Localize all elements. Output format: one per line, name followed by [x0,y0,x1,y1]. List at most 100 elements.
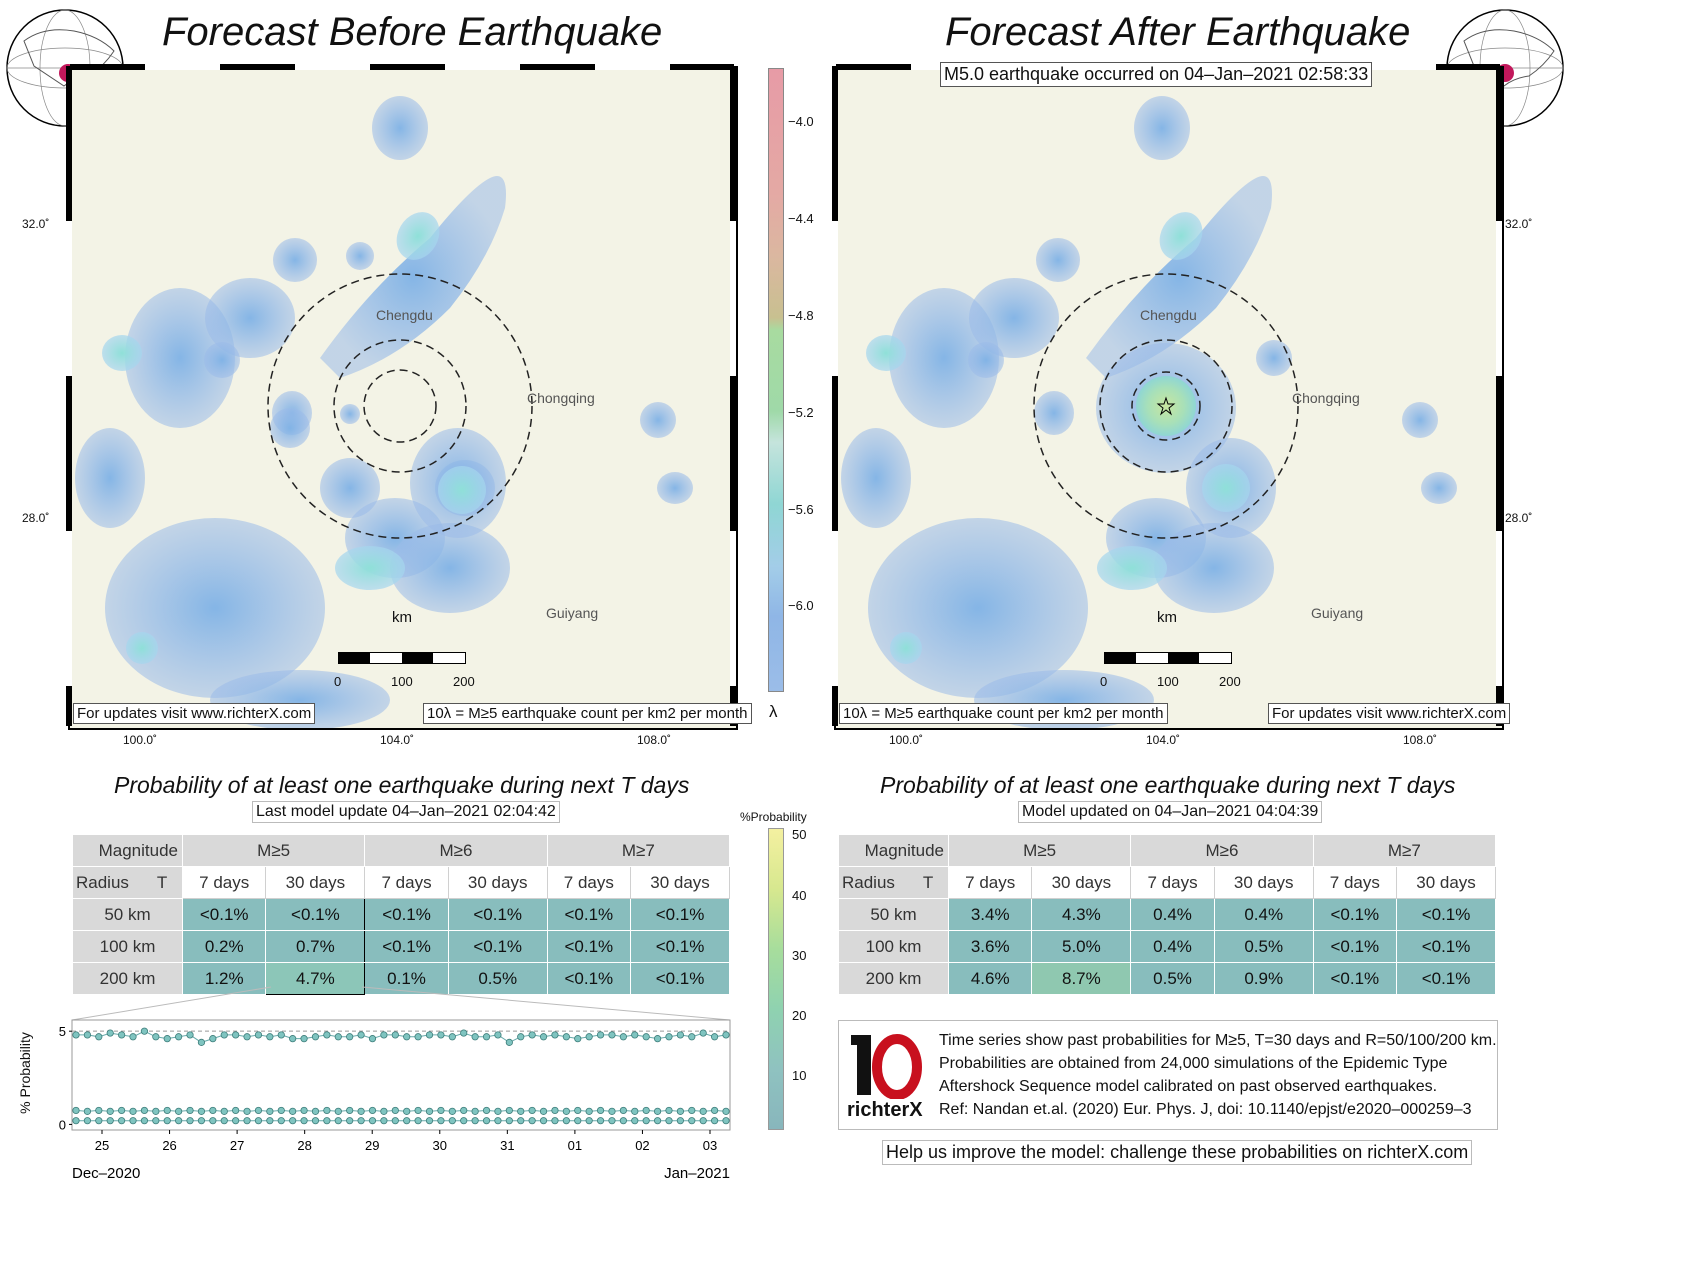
series-point [471,1117,479,1125]
timeseries-ylabel: % Probability [17,1032,33,1114]
left-lon-tick-108: 108.0˚ [637,733,672,747]
series-point [688,1117,696,1125]
series-point [608,1107,616,1115]
info-line-4: Ref: Nandan et.al. (2020) Eur. Phys. J, … [939,1101,1472,1118]
series-point [551,1031,559,1039]
left-lon-tick-100: 100.0˚ [123,733,158,747]
x-tick-label: 03 [703,1138,717,1153]
table-cell: 0.1% [364,962,449,995]
x-tick-label: 02 [635,1138,649,1153]
series-point [106,1117,114,1125]
right-lat-tick-32: 32.0˚ [1505,217,1533,231]
left-city-chongqing: Chongqing [527,390,595,406]
series-point [323,1106,331,1115]
series-point [346,1117,354,1125]
lambda-colorbar [768,68,784,692]
right-city-chengdu: Chengdu [1140,307,1197,323]
series-point [699,1107,707,1115]
series-point [311,1033,320,1041]
lambda-colorbar-label: λ [769,702,778,721]
series-point [118,1106,126,1115]
series-point [482,1106,491,1115]
left-scale-tick-100: 100 [391,674,413,689]
table-cell: <0.1% [1396,930,1496,963]
series-point [323,1031,331,1039]
bottom-challenge-note[interactable]: Help us improve the model: challenge the… [882,1140,1473,1165]
left-period-5: 30 days [630,866,730,899]
series-point [289,1035,297,1043]
series-point [482,1117,491,1125]
series-point [665,1033,673,1041]
series-point [197,1117,206,1125]
series-point [232,1031,240,1039]
lambda-tick-2: −4.8 [788,308,814,323]
series-point [277,1031,285,1039]
prob-colorbar-label: %Probability [740,810,807,824]
right-period-3: 30 days [1213,866,1314,899]
right-scale-bar [1104,652,1232,664]
table-row: 50 km 3.4% 4.3% 0.4% 0.4% <0.1% <0.1% [838,898,1496,931]
table-cell: 4.3% [1031,898,1132,931]
series-point [209,1117,217,1125]
series-point [357,1117,365,1125]
series-line [75,1109,727,1112]
right-lon-tick-108: 108.0˚ [1403,733,1438,747]
table-cell: 0.5% [1213,930,1314,963]
richterx-logo-text: richterX [847,1099,923,1121]
series-point [129,1033,137,1041]
series-point [175,1033,183,1041]
left-scale-bar [338,652,466,664]
table-cell: <0.1% [630,898,730,931]
right-radius-200: 200 km [838,962,949,995]
x-tick-label: 26 [162,1138,176,1153]
left-scale-tick-200: 200 [453,674,475,689]
series-point [505,1106,513,1115]
right-panel-title: Forecast After Earthquake [945,10,1411,54]
series-point [266,1117,274,1125]
right-footer-lambda: 10λ = M≥5 earthquake count per km2 per m… [839,703,1168,724]
series-point [266,1033,274,1041]
series-point [243,1117,251,1125]
series-point [186,1031,194,1039]
series-point [152,1107,160,1115]
right-scale-tick-100: 100 [1157,674,1179,689]
right-corner-t-label: T [922,872,934,892]
series-point [197,1107,206,1115]
series-point [653,1117,662,1125]
series-point [152,1117,160,1125]
left-map-top-frame [70,64,734,70]
richterx-logo-icon [851,1034,922,1099]
table-cell: <0.1% [630,930,730,963]
series-point [574,1106,582,1115]
right-forecast-map [834,66,1504,730]
x-tick-label: 25 [95,1138,109,1153]
series-point [562,1033,570,1041]
series-point [699,1029,707,1037]
series-point [528,1031,536,1039]
table-cell: <0.1% [1396,962,1496,995]
table-cell: 0.5% [447,962,548,995]
table-cell: <0.1% [1312,930,1398,963]
series-point [220,1107,228,1115]
series-point [300,1106,308,1115]
series-point [574,1117,582,1125]
series-point [163,1106,171,1115]
series-point [83,1117,92,1125]
series-point [254,1117,263,1125]
right-mag-5: M≥5 [947,834,1132,867]
left-city-chengdu: Chengdu [376,307,433,323]
series-point [425,1031,434,1039]
x-month-right: Jan–2021 [664,1165,730,1182]
left-radius-100: 100 km [72,930,183,963]
series-point [266,1107,274,1115]
series-point [608,1031,616,1039]
right-corner-radius: Radius T [838,866,949,899]
series-point [95,1106,103,1115]
series-point [357,1107,365,1115]
table-row: 200 km 1.2% 4.7% 0.1% 0.5% <0.1% <0.1% [72,962,730,995]
left-scale-unit: km [392,609,412,626]
table-cell: 0.9% [1213,962,1314,995]
series-point [710,1117,719,1125]
series-point [72,1117,80,1125]
series-point [642,1106,650,1115]
